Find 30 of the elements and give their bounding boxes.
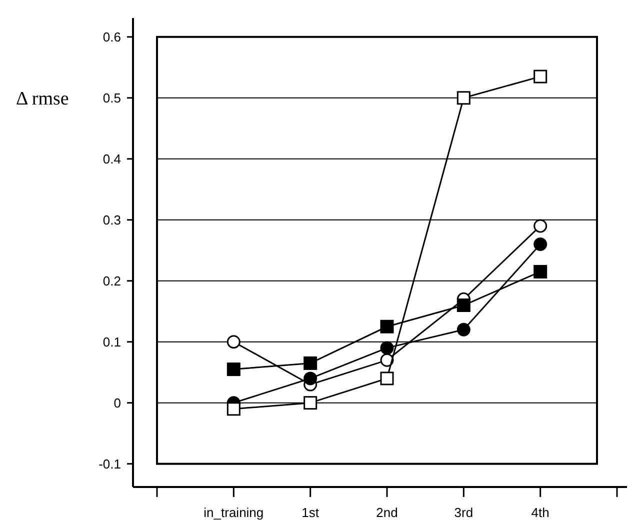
- y-tick-label: 0.4: [102, 151, 121, 166]
- x-tick-label: 1st: [302, 505, 320, 520]
- point: [534, 238, 548, 252]
- point: [226, 335, 240, 349]
- point: [534, 264, 548, 278]
- x-tick-label: 4th: [531, 505, 550, 520]
- point: [304, 396, 318, 410]
- y-tick-label: 0.5: [102, 90, 121, 106]
- x-tick-label: 3rd: [454, 505, 474, 520]
- x-tick-label: 2nd: [376, 505, 398, 520]
- y-tick-label: 0.2: [102, 273, 121, 288]
- point: [380, 320, 394, 334]
- y-tick-label: -0.1: [98, 456, 121, 472]
- point: [380, 372, 394, 386]
- point: [226, 402, 240, 416]
- point: [456, 91, 470, 105]
- y-tick-label: 0.6: [102, 29, 121, 44]
- point: [304, 356, 318, 370]
- y-tick-label: 0.1: [102, 334, 121, 350]
- x-tick-label: in_training: [204, 505, 264, 520]
- point: [226, 362, 240, 376]
- point: [456, 298, 470, 312]
- point: [456, 322, 470, 336]
- point: [534, 219, 548, 233]
- y-axis-title: Δ rmse: [16, 88, 69, 110]
- y-tick-label: 0.3: [102, 212, 121, 228]
- point: [304, 372, 318, 386]
- y-tick-label: 0: [114, 395, 121, 410]
- point: [380, 341, 394, 355]
- point: [534, 70, 548, 84]
